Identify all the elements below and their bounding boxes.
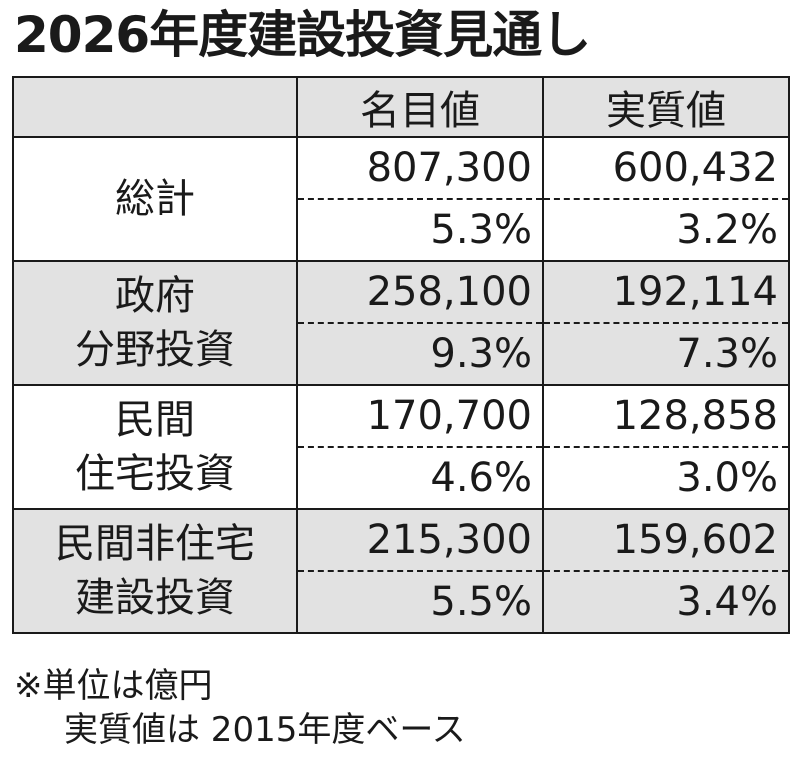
row-label-total: 総計 [12,136,298,262]
page-title: 2026年度建設投資見通し [14,6,591,64]
header-nominal: 名目値 [296,76,544,138]
table-row: 民間非住宅 建設投資 215,300 159,602 [12,508,790,634]
real-pct: 7.3% [542,323,790,386]
nominal-pct: 9.3% [296,323,544,386]
footnote: ※単位は億円 実質値は 2015年度ベース [14,664,466,752]
real-value: 600,432 [542,136,790,200]
nominal-value: 215,300 [296,508,544,572]
row-label-government: 政府 分野投資 [12,260,298,386]
table-row-pct: 5.5% 3.4% [13,571,790,634]
row-label-line2: 分野投資 [75,327,235,373]
real-pct: 3.2% [542,199,790,262]
row-label-line1: 民間 [115,397,195,443]
real-pct: 3.0% [542,447,790,510]
real-pct: 3.4% [542,571,790,634]
row-label-line2: 建設投資 [75,575,235,621]
nominal-value: 258,100 [296,260,544,324]
real-value: 159,602 [542,508,790,572]
nominal-pct: 5.5% [296,571,544,634]
nominal-value: 170,700 [296,384,544,448]
table-row: 民間 住宅投資 170,700 128,858 [12,384,790,510]
table-row-pct: 5.3% 3.2% [13,199,790,262]
row-label-line1: 政府 [115,273,195,319]
row-label-private-housing: 民間 住宅投資 [12,384,298,510]
real-value: 192,114 [542,260,790,324]
row-label-line1: 総計 [115,176,195,222]
nominal-pct: 5.3% [296,199,544,262]
footnote-base-year: 実質値は 2015年度ベース [64,710,466,750]
nominal-value: 807,300 [296,136,544,200]
nominal-pct: 4.6% [296,447,544,510]
table-header-row: 名目値 実質値 [12,76,790,138]
header-real: 実質値 [542,76,790,138]
header-blank [12,76,298,138]
footnote-unit: ※単位は億円 [14,666,213,706]
construction-investment-table: 名目値 実質値 総計 807,300 600,432 5.3% 3.2% 政府 … [12,76,790,634]
row-label-line1: 民間非住宅 [55,521,255,567]
table-row: 政府 分野投資 258,100 192,114 [12,260,790,386]
row-label-private-nonresidential: 民間非住宅 建設投資 [12,508,298,634]
table-row-pct: 9.3% 7.3% [13,323,790,386]
real-value: 128,858 [542,384,790,448]
table-row: 総計 807,300 600,432 [12,136,790,262]
table-row-pct: 4.6% 3.0% [13,447,790,510]
row-label-line2: 住宅投資 [75,451,235,497]
